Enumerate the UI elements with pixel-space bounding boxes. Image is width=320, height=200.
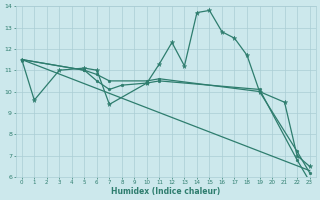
X-axis label: Humidex (Indice chaleur): Humidex (Indice chaleur) <box>111 187 220 196</box>
